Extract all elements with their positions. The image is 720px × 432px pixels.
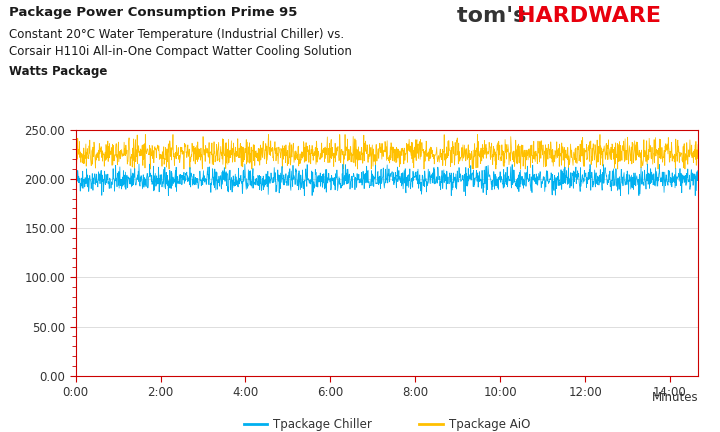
Text: Corsair H110i All-in-One Compact Watter Cooling Solution: Corsair H110i All-in-One Compact Watter … (9, 45, 351, 58)
Text: HARDWARE: HARDWARE (517, 6, 661, 26)
Text: tom's: tom's (457, 6, 534, 26)
Text: Minutes: Minutes (652, 391, 698, 403)
Text: Watts Package: Watts Package (9, 65, 107, 78)
Legend: Tpackage Chiller, Tpackage AiO: Tpackage Chiller, Tpackage AiO (239, 414, 535, 432)
Text: Constant 20°C Water Temperature (Industrial Chiller) vs.: Constant 20°C Water Temperature (Industr… (9, 28, 343, 41)
Text: Package Power Consumption Prime 95: Package Power Consumption Prime 95 (9, 6, 297, 19)
